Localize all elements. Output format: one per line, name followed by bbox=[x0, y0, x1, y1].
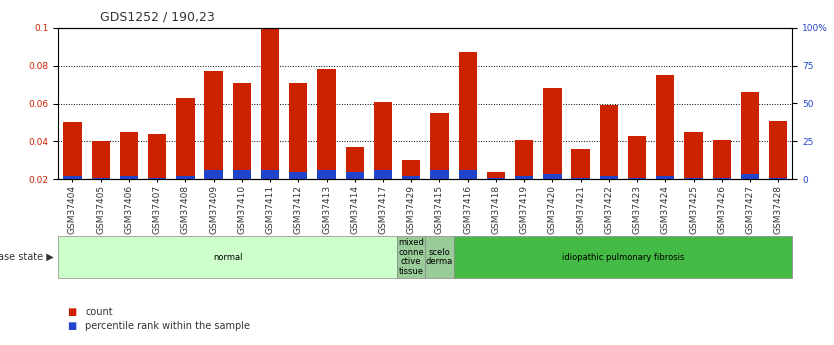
Bar bbox=[148, 177, 166, 179]
Text: idiopathic pulmonary fibrosis: idiopathic pulmonary fibrosis bbox=[562, 253, 684, 262]
Bar bbox=[345, 172, 364, 179]
Bar bbox=[685, 177, 703, 179]
Bar bbox=[741, 92, 759, 179]
Bar bbox=[233, 170, 251, 179]
Text: GDS1252 / 190,23: GDS1252 / 190,23 bbox=[100, 10, 215, 23]
Bar bbox=[543, 174, 561, 179]
Bar bbox=[571, 177, 590, 179]
Bar bbox=[318, 170, 336, 179]
Bar bbox=[261, 170, 279, 179]
Bar bbox=[712, 177, 731, 179]
Bar bbox=[712, 139, 731, 179]
Bar bbox=[628, 177, 646, 179]
Bar bbox=[345, 147, 364, 179]
Bar bbox=[487, 177, 505, 179]
Bar bbox=[459, 52, 477, 179]
Bar bbox=[92, 141, 110, 179]
Text: count: count bbox=[85, 307, 113, 317]
Bar bbox=[63, 176, 82, 179]
Bar bbox=[261, 29, 279, 179]
Bar bbox=[397, 236, 425, 278]
Bar bbox=[318, 69, 336, 179]
Bar bbox=[628, 136, 646, 179]
Text: ■: ■ bbox=[67, 307, 76, 317]
Text: scelo
derma: scelo derma bbox=[426, 248, 453, 266]
Text: normal: normal bbox=[213, 253, 243, 262]
Bar bbox=[543, 88, 561, 179]
Bar bbox=[656, 176, 675, 179]
Bar bbox=[289, 82, 308, 179]
Bar bbox=[769, 177, 787, 179]
Bar bbox=[515, 176, 533, 179]
Bar bbox=[58, 236, 397, 278]
Bar bbox=[63, 122, 82, 179]
Bar bbox=[487, 172, 505, 179]
Bar bbox=[425, 236, 454, 278]
Text: mixed
conne
ctive
tissue: mixed conne ctive tissue bbox=[399, 238, 425, 276]
Bar bbox=[402, 160, 420, 179]
Bar bbox=[515, 139, 533, 179]
Bar bbox=[374, 101, 392, 179]
Bar bbox=[176, 98, 194, 179]
Bar bbox=[769, 120, 787, 179]
Text: ■: ■ bbox=[67, 321, 76, 331]
Bar bbox=[233, 82, 251, 179]
Bar bbox=[454, 236, 792, 278]
Bar bbox=[430, 113, 449, 179]
Bar bbox=[176, 176, 194, 179]
Bar bbox=[120, 176, 138, 179]
Bar bbox=[374, 170, 392, 179]
Text: disease state ▶: disease state ▶ bbox=[0, 252, 54, 262]
Bar bbox=[148, 134, 166, 179]
Bar bbox=[600, 176, 618, 179]
Bar bbox=[656, 75, 675, 179]
Bar bbox=[459, 170, 477, 179]
Bar bbox=[92, 177, 110, 179]
Bar bbox=[204, 71, 223, 179]
Bar bbox=[741, 174, 759, 179]
Text: percentile rank within the sample: percentile rank within the sample bbox=[85, 321, 250, 331]
Bar bbox=[430, 170, 449, 179]
Bar bbox=[204, 170, 223, 179]
Bar bbox=[685, 132, 703, 179]
Bar bbox=[571, 149, 590, 179]
Bar bbox=[120, 132, 138, 179]
Bar bbox=[402, 176, 420, 179]
Bar bbox=[600, 106, 618, 179]
Bar bbox=[289, 172, 308, 179]
